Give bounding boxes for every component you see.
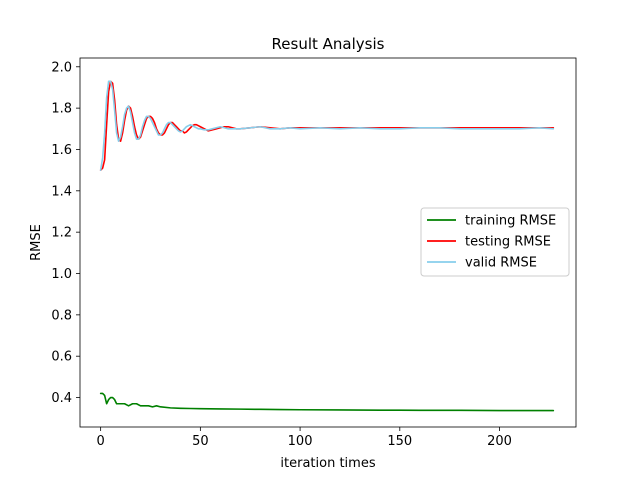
legend-label: testing RMSE <box>465 235 551 250</box>
legend-box <box>420 207 570 277</box>
legend-label: valid RMSE <box>465 256 537 271</box>
y-tick-label: 0.6 <box>51 350 72 365</box>
y-tick-label: 0.8 <box>51 308 72 323</box>
y-tick-label: 2.0 <box>51 60 72 75</box>
x-tick-label: 100 <box>288 434 313 449</box>
x-tick-label: 50 <box>192 434 209 449</box>
y-axis-ticks: 0.4 0.6 0.8 1.0 1.2 1.4 1.6 1.8 2.0 <box>51 60 80 406</box>
axes-frame <box>79 57 577 428</box>
legend: training RMSE testing RMSE valid RMSE <box>420 207 570 277</box>
y-tick-label: 1.8 <box>51 102 72 117</box>
y-tick-label: 1.2 <box>51 226 72 241</box>
x-tick-label: 0 <box>97 434 105 449</box>
x-tick-label: 200 <box>487 434 512 449</box>
y-tick-label: 0.4 <box>51 391 72 406</box>
x-tick-label: 150 <box>387 434 412 449</box>
series-line-3 <box>99 80 555 171</box>
y-axis-label: RMSE <box>29 224 44 261</box>
y-tick-label: 1.6 <box>51 143 72 158</box>
y-tick-label: 1.0 <box>51 267 72 282</box>
y-tick-label: 1.4 <box>51 184 72 199</box>
chart-title: Result Analysis <box>272 35 385 53</box>
legend-label: training RMSE <box>465 214 556 229</box>
series-line-1 <box>99 392 555 412</box>
x-axis-ticks: 0 50 100 150 200 <box>97 427 512 449</box>
series-layer <box>99 80 555 412</box>
x-axis-label: iteration times <box>280 456 375 471</box>
